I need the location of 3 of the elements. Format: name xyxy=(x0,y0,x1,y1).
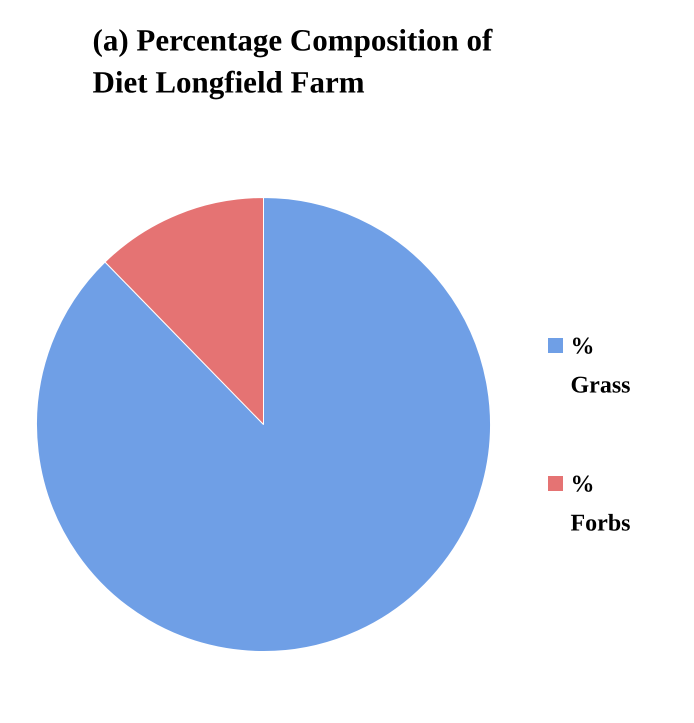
legend-label: % Grass xyxy=(570,334,630,398)
legend-label: % Forbs xyxy=(570,472,630,536)
chart-title: (a) Percentage Composition of Diet Longfield Farm xyxy=(92,22,493,100)
